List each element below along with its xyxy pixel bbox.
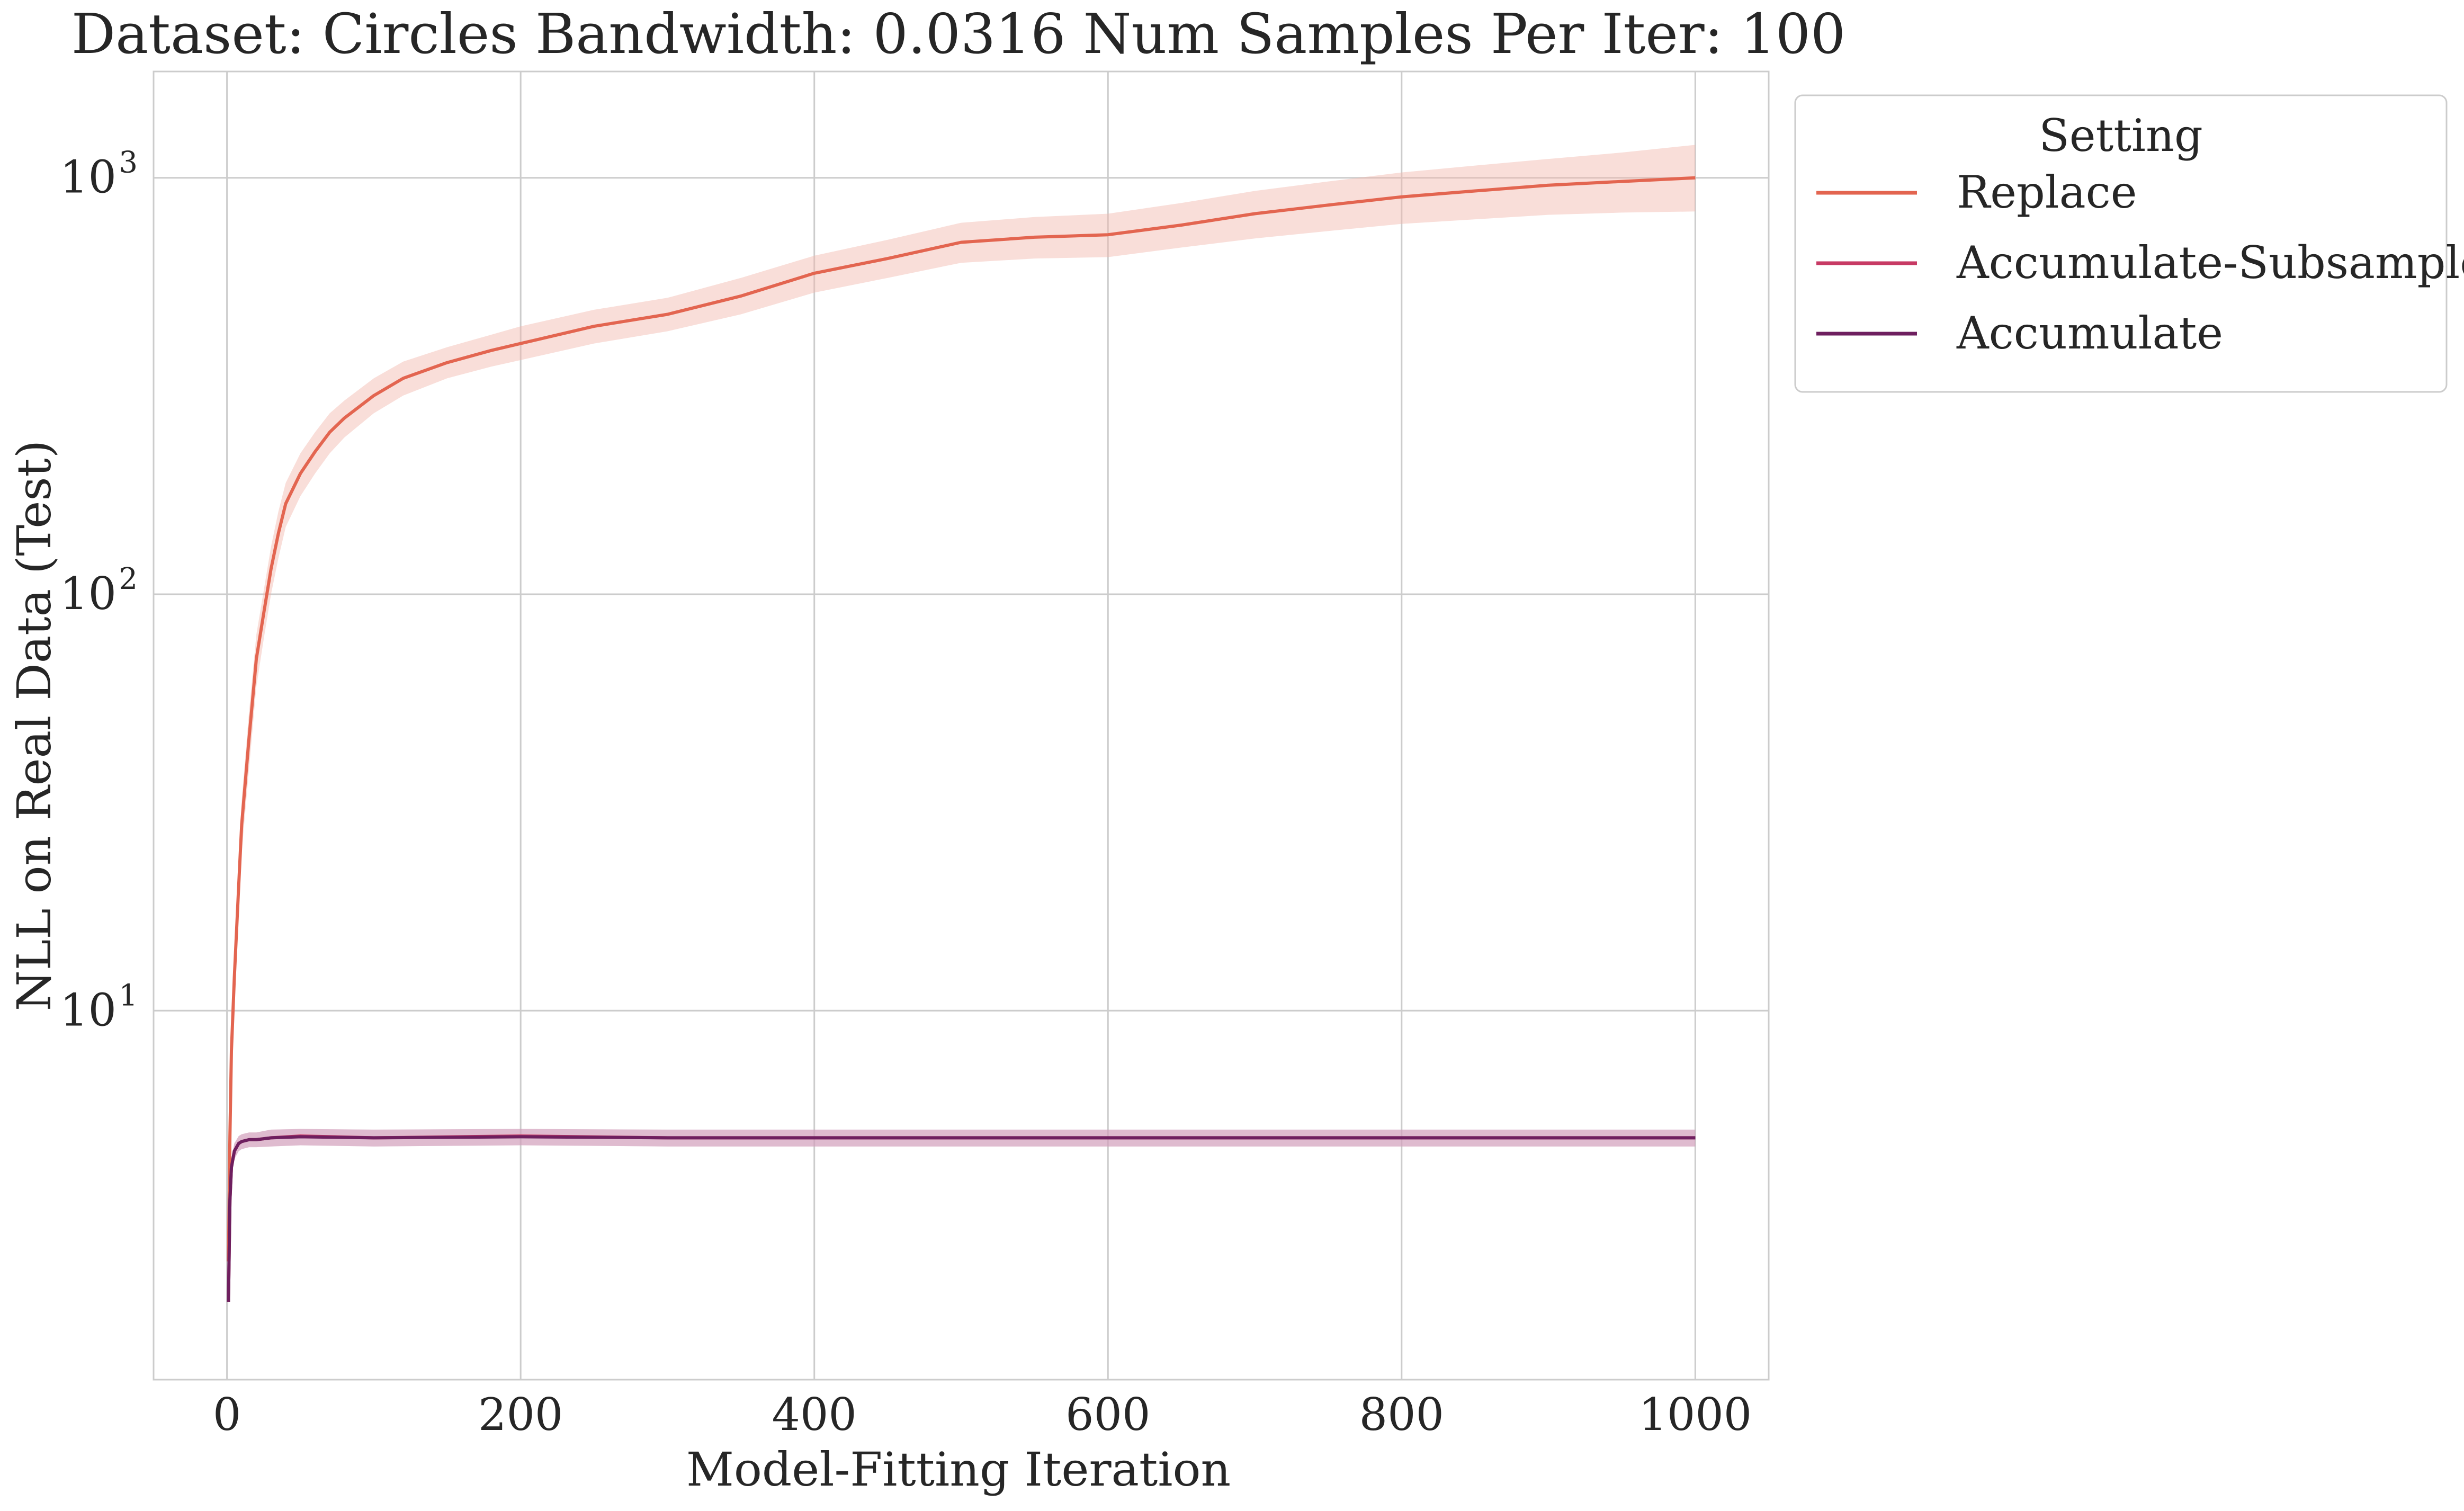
y-axis-label: NLL on Real Data (Test) <box>7 440 61 1011</box>
x-tick-label: 800 <box>1359 1389 1444 1441</box>
y-tick-label: 10 <box>60 984 117 1036</box>
plot-background <box>153 70 1770 1381</box>
y-tick-exponent: 3 <box>119 146 138 180</box>
legend-frame <box>1794 94 2448 393</box>
accumulate-line <box>227 1135 1696 1302</box>
legend-entries: Replace Accumulate-Subsample Accumulate <box>1816 166 2464 359</box>
y-tick-label: 10 <box>60 568 117 620</box>
grid <box>154 71 1769 1380</box>
x-axis-label: Model-Fitting Iteration <box>686 1442 1231 1497</box>
replace-line <box>227 176 1696 1262</box>
x-tick-label: 200 <box>478 1389 563 1441</box>
series-lines <box>227 176 1696 1302</box>
x-tick-label: 400 <box>772 1389 857 1441</box>
y-tick-exponent: 2 <box>119 562 138 596</box>
x-tick-label: 1000 <box>1638 1389 1752 1441</box>
legend-label-replace: Replace <box>1957 166 2137 218</box>
legend: Setting Replace Accumulate-Subsample Accum… <box>1794 94 2464 393</box>
x-tick-label: 0 <box>213 1389 241 1441</box>
legend-label-accumulate: Accumulate <box>1956 307 2223 359</box>
legend-title: Setting <box>2039 110 2203 162</box>
x-tick-labels: 0 200 400 600 800 1000 <box>213 1389 1752 1441</box>
y-tick-label: 10 <box>60 151 117 203</box>
x-tick-label: 600 <box>1065 1389 1150 1441</box>
legend-label-accumulate-subsample: Accumulate-Subsample <box>1956 237 2464 289</box>
plot-area <box>153 70 1770 1381</box>
y-tick-exponent: 1 <box>119 978 138 1013</box>
chart-title: Dataset: Circles Bandwidth: 0.0316 Num S… <box>71 2 1845 66</box>
